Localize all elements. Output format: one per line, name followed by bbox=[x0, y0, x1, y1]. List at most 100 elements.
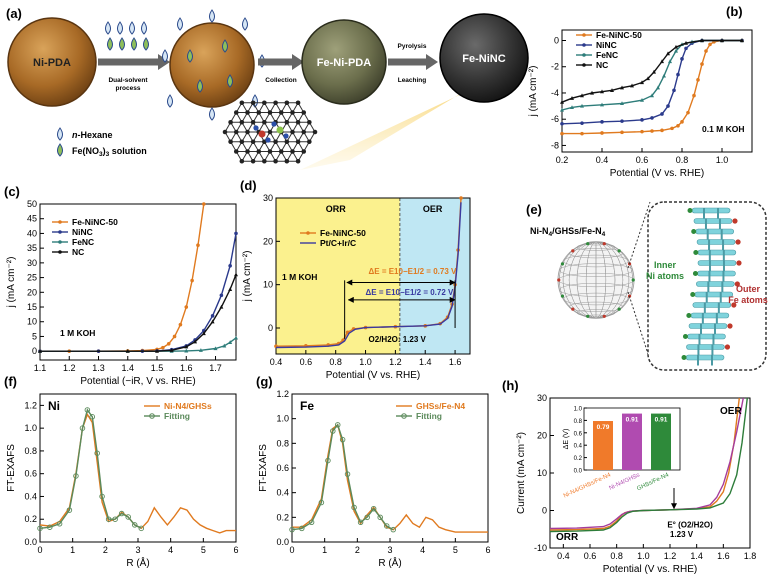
ni-pda-label: Ni-PDA bbox=[33, 57, 71, 69]
point-FeNC bbox=[234, 335, 238, 340]
chart-b: 0.2 0.4 0.6 0.8 1.0 -8 -6 -4 -2 0 Potential (V vs.… bbox=[528, 4, 753, 179]
oer-region bbox=[399, 198, 470, 354]
fe-ninc-label: Fe-NiNC bbox=[462, 53, 505, 65]
point-NC bbox=[600, 89, 604, 94]
ni-atom bbox=[276, 126, 284, 134]
point-NC bbox=[674, 44, 678, 49]
point-NC bbox=[630, 83, 634, 88]
inset-bar bbox=[622, 413, 642, 470]
tube-segment bbox=[692, 302, 732, 308]
point-NC bbox=[620, 85, 624, 90]
y-tick-label: 30 bbox=[263, 193, 273, 203]
point-NiNC bbox=[660, 112, 664, 116]
y-tick-label: 10 bbox=[27, 317, 37, 327]
x-tick-label: 1.2 bbox=[664, 551, 677, 561]
point-Fitting bbox=[289, 526, 295, 533]
carbon-atom bbox=[295, 158, 301, 164]
series-line-FeNC bbox=[40, 337, 237, 352]
y-tick-label: 1.2 bbox=[276, 389, 289, 399]
y-tick-label: 0.8 bbox=[24, 446, 37, 456]
chart-g: 0 1 2 3 4 5 6 0.0 0.2 0.4 0.6 0.8 1.0 1.2 R (Å) FT-EXAF… bbox=[256, 374, 491, 569]
point-Fitting bbox=[105, 516, 112, 522]
intermediate-sphere bbox=[169, 22, 255, 108]
y-tick-label: 0 bbox=[542, 506, 547, 516]
inner-ni-atom bbox=[687, 208, 693, 213]
point-Fitting bbox=[334, 422, 341, 428]
annotation: 1 M KOH bbox=[282, 272, 317, 282]
carbon-atom bbox=[228, 119, 233, 125]
legend-label: NC bbox=[596, 60, 608, 70]
point-NiNC bbox=[620, 119, 624, 123]
point-FeNC bbox=[668, 59, 672, 64]
legend-label: Fitting bbox=[416, 411, 442, 421]
x-tick-label: 0 bbox=[37, 545, 42, 555]
equilibrium-label-2: 1.23 V bbox=[670, 530, 694, 539]
y-tick-label: 35 bbox=[27, 243, 37, 253]
legend-marker bbox=[58, 250, 62, 254]
inner-ni-atom bbox=[691, 229, 697, 234]
carbon-atom bbox=[267, 129, 273, 135]
point-Fitting bbox=[370, 505, 377, 512]
point-NC bbox=[646, 76, 650, 81]
carbon-atom bbox=[233, 149, 239, 154]
point-NC bbox=[580, 93, 584, 98]
point-NC bbox=[720, 38, 724, 43]
point-NC bbox=[169, 348, 174, 352]
x-tick-label: 4 bbox=[420, 545, 425, 555]
chart-c: 1.1 1.2 1.3 1.4 1.5 1.6 1.7 0 5 10 15 20 25 30 35 40 45 5… bbox=[4, 184, 238, 387]
point-Fe-NiNC-50 bbox=[190, 278, 194, 283]
cage-dopant bbox=[631, 278, 635, 282]
point-FeNC bbox=[620, 101, 624, 106]
carbon-atom bbox=[245, 149, 250, 154]
legend-label: Pt/C+Ir/C bbox=[320, 238, 356, 248]
y-axis-label: j (mA cm⁻²) bbox=[6, 257, 17, 309]
carbon-atom bbox=[273, 139, 278, 145]
nitrogen-atom bbox=[265, 137, 271, 143]
point-Fe-NiNC-50 bbox=[166, 342, 171, 346]
plot-frame bbox=[39, 203, 237, 361]
carbon-atom bbox=[295, 119, 301, 125]
cage-dopant bbox=[571, 307, 575, 311]
tube-segment bbox=[694, 291, 734, 298]
x-tick-label: 1.8 bbox=[744, 551, 757, 561]
y-tick-label: 10 bbox=[263, 280, 273, 290]
inner-ni-atom bbox=[681, 355, 687, 360]
plot-frame bbox=[561, 29, 753, 153]
panel-letter: (b) bbox=[726, 4, 743, 19]
x-tick-label: 0.8 bbox=[610, 551, 623, 561]
fe-atom bbox=[258, 130, 266, 138]
legend-label: Fitting bbox=[164, 411, 190, 421]
y-tick-label: 15 bbox=[27, 302, 37, 312]
y-tick-label: 0.6 bbox=[24, 469, 37, 479]
point-FeNC bbox=[674, 48, 678, 53]
carbon-atom bbox=[250, 139, 256, 145]
orr-region bbox=[276, 198, 400, 354]
inset-bar-label: 0.91 bbox=[655, 417, 668, 424]
point-Fitting bbox=[390, 526, 397, 533]
carbon-atom bbox=[228, 139, 233, 145]
inner-ni-atom bbox=[692, 271, 698, 276]
x-tick-label: 0.6 bbox=[300, 357, 313, 367]
fe-ni-pda-sphere bbox=[301, 19, 387, 105]
carbon-atom bbox=[301, 129, 307, 135]
arrow1-line1: Dual-solvent bbox=[108, 77, 148, 84]
y-tick-label: 0 bbox=[268, 323, 273, 333]
point-NiNC bbox=[219, 293, 224, 298]
point-Fe-NiNC-50 bbox=[700, 62, 704, 66]
carbon-atom bbox=[312, 129, 318, 135]
tube-segment bbox=[688, 323, 728, 329]
point-NiNC bbox=[228, 264, 232, 268]
outer-fe-atom bbox=[736, 260, 742, 266]
point-Fe-NiNC-50 bbox=[708, 42, 712, 47]
legend-marker bbox=[582, 43, 586, 47]
point-Fitting bbox=[357, 519, 364, 526]
point-NC bbox=[684, 40, 688, 45]
point-Fe-NiNC-50 bbox=[178, 322, 183, 327]
point-NiNC bbox=[680, 57, 684, 61]
fe-ni-pda-label: Fe-Ni-PDA bbox=[317, 57, 371, 69]
x-axis-label: Potential (−iR, V vs. RHE) bbox=[80, 376, 195, 387]
nitrogen-atom bbox=[271, 121, 277, 127]
point-NC bbox=[210, 319, 215, 324]
arrow2-label: Collection bbox=[265, 77, 296, 84]
legend-label: NC bbox=[72, 247, 84, 257]
